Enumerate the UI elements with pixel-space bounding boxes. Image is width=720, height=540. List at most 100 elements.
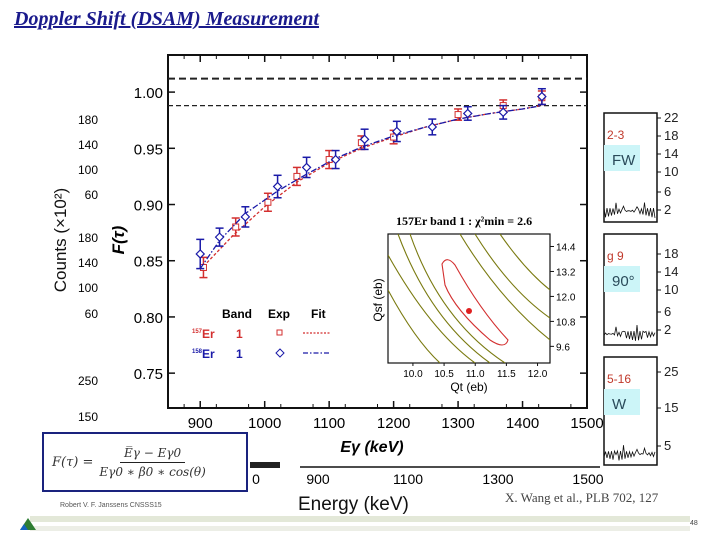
legend-158er-band: 1 bbox=[236, 347, 243, 361]
data-point-157Er bbox=[263, 192, 272, 213]
panel-tick-label: 14 bbox=[664, 146, 678, 161]
inset-x-tick-label: 11.5 bbox=[497, 369, 516, 380]
x-tick-label: 1000 bbox=[248, 415, 281, 432]
diamond-marker bbox=[301, 162, 312, 173]
diamond-marker bbox=[498, 107, 509, 118]
spectrum-panel: 90° g 9 18 14 10 6 2 bbox=[603, 233, 678, 346]
detector-label: FW bbox=[612, 152, 636, 169]
inset-y-tick-label: 9.6 bbox=[556, 342, 570, 353]
spectrum-trace bbox=[603, 445, 656, 461]
y-tick-label: 0.95 bbox=[134, 141, 163, 158]
counts-tick-label: 180 bbox=[78, 231, 98, 245]
panel-tick-label: 18 bbox=[664, 246, 678, 261]
diamond-marker bbox=[240, 212, 251, 222]
counts-tick-label: 150 bbox=[78, 410, 98, 424]
panel-tick-label: 6 bbox=[664, 184, 671, 199]
spectrum-trace bbox=[603, 324, 656, 341]
slide-title: Doppler Shift (DSAM) Measurement bbox=[14, 8, 320, 30]
formula-fraction: E̅γ − Eγ0 Eγ0 ∗ β0 ∗ cos(θ) bbox=[99, 446, 205, 479]
data-point-158Er bbox=[359, 128, 370, 151]
diamond-marker bbox=[427, 122, 438, 132]
diamond-marker bbox=[537, 91, 547, 102]
data-point-157Er bbox=[231, 217, 240, 237]
data-point-158Er bbox=[330, 149, 341, 170]
energy-tick-label: 1100 bbox=[393, 471, 423, 487]
data-point-158Er bbox=[195, 238, 206, 270]
counts-tick-label: 100 bbox=[78, 163, 98, 177]
y-tick-label: 0.75 bbox=[134, 366, 163, 383]
counts-tick-label: 140 bbox=[78, 256, 98, 270]
detector-label: W bbox=[612, 396, 627, 413]
square-marker bbox=[293, 172, 301, 180]
panel-tick-label: 18 bbox=[664, 128, 678, 143]
square-marker bbox=[264, 198, 272, 206]
band-label: g 9 bbox=[607, 249, 624, 263]
counts-tick-label: 60 bbox=[85, 307, 99, 321]
diamond-marker bbox=[195, 249, 206, 259]
legend-header-fit: Fit bbox=[311, 307, 326, 321]
inset-x-tick-label: 12.0 bbox=[528, 369, 548, 380]
legend-header-band: Band bbox=[222, 307, 252, 321]
energy-tick-label: 1500 bbox=[572, 471, 603, 487]
panel-tick-label: 22 bbox=[664, 110, 678, 125]
fit-line-157Er bbox=[202, 104, 542, 267]
energy-tick-label: 1300 bbox=[482, 471, 513, 487]
y-tick-label: 0.85 bbox=[134, 254, 163, 271]
panel-tick-label: 25 bbox=[664, 364, 678, 379]
y-tick-label: 0.80 bbox=[134, 310, 163, 327]
legend-square-marker bbox=[276, 329, 283, 336]
detector-box bbox=[604, 145, 640, 171]
formula-numerator: E̅γ − Eγ0 bbox=[120, 446, 186, 463]
legend-158er: 158Er bbox=[192, 347, 215, 361]
band-label: 2-3 bbox=[607, 128, 625, 142]
energy-axis-label: Energy (keV) bbox=[298, 494, 409, 515]
counts-axis-label: Counts (×10²) bbox=[51, 188, 70, 292]
data-point-158Er bbox=[214, 227, 225, 247]
panel-tick-label: 2 bbox=[664, 322, 671, 337]
legend-157er: 157Er bbox=[192, 327, 215, 341]
diamond-marker bbox=[214, 232, 225, 242]
square-marker bbox=[454, 111, 462, 119]
counts-tick-label: 140 bbox=[78, 138, 98, 152]
x-tick-label: 1200 bbox=[377, 415, 410, 432]
background-spectra: Counts (×10²) 18014010060180140100602501… bbox=[51, 110, 678, 487]
detector-box bbox=[604, 389, 640, 415]
formula-lhs: F(τ) = bbox=[52, 454, 94, 470]
author-footer: Robert V. F. Janssens CNSSS15 bbox=[60, 502, 162, 509]
inset-x-tick-label: 11.0 bbox=[466, 369, 485, 380]
inset-y-tick-label: 13.2 bbox=[556, 267, 576, 278]
diamond-marker bbox=[359, 134, 370, 145]
inset-y-label: Qsf (eb) bbox=[371, 278, 385, 321]
data-point-157Er bbox=[292, 166, 301, 187]
x-tick-label: 1500 bbox=[570, 415, 603, 432]
data-point-158Er bbox=[537, 87, 547, 106]
counts-tick-label: 100 bbox=[78, 281, 98, 295]
y-tick-label: 1.00 bbox=[134, 85, 163, 102]
inset-x-label: Qt (eb) bbox=[450, 380, 487, 394]
spectrum-fragment bbox=[250, 462, 280, 468]
data-point-158Er bbox=[462, 105, 473, 121]
diamond-marker bbox=[330, 154, 341, 165]
chi-square-minimum-point bbox=[466, 307, 472, 314]
panel-tick-label: 6 bbox=[664, 304, 671, 319]
confidence-contour bbox=[441, 259, 509, 346]
page-number: 48 bbox=[690, 520, 698, 527]
detector-label: 90° bbox=[612, 273, 635, 290]
contour-lines bbox=[388, 234, 550, 363]
x-tick-label: 1400 bbox=[506, 415, 539, 432]
panel-tick-label: 14 bbox=[664, 264, 678, 279]
energy-tick-label: 0 bbox=[252, 471, 260, 487]
inset-y-tick-label: 10.8 bbox=[556, 317, 576, 328]
formula-denominator: Eγ0 ∗ β0 ∗ cos(θ) bbox=[99, 464, 206, 479]
legend-diamond-marker bbox=[275, 348, 285, 358]
citation: X. Wang et al., PLB 702, 127 bbox=[505, 490, 659, 505]
x-axis-label: Eγ (keV) bbox=[340, 439, 403, 456]
energy-tick-label: 900 bbox=[306, 471, 330, 487]
square-marker bbox=[232, 223, 240, 231]
data-point-158Er bbox=[240, 206, 251, 228]
legend: Band Exp Fit 157Er 1 158Er 1 bbox=[192, 307, 331, 361]
x-tick-label: 1300 bbox=[441, 415, 474, 432]
data-point-158Er bbox=[272, 174, 283, 199]
inset-title: 157Er band 1 : χ²min = 2.6 bbox=[396, 214, 532, 228]
